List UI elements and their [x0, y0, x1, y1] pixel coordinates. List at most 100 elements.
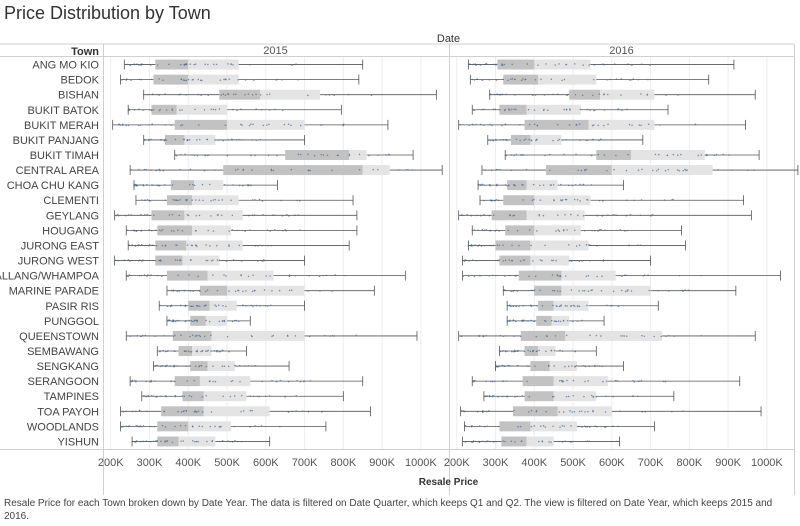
data-dot	[235, 139, 238, 141]
data-dot	[565, 139, 567, 141]
data-dot	[250, 365, 252, 367]
data-dot	[496, 93, 498, 95]
data-dot	[539, 289, 541, 292]
data-dot	[515, 305, 517, 308]
data-dot	[259, 305, 261, 307]
box-upper	[186, 240, 243, 251]
data-dot	[136, 425, 139, 427]
data-dot	[138, 64, 140, 66]
data-dot	[134, 63, 136, 66]
data-dot	[146, 410, 148, 413]
data-dot	[191, 244, 194, 247]
data-dot	[467, 275, 470, 277]
data-dot	[536, 305, 538, 307]
data-dot	[677, 94, 679, 96]
data-dot	[506, 395, 509, 397]
data-dot	[122, 425, 125, 428]
data-dot	[135, 410, 137, 413]
data-dot	[331, 169, 333, 172]
data-dot	[174, 380, 176, 383]
data-dot	[179, 304, 182, 307]
data-dot	[491, 380, 494, 383]
data-dot	[226, 93, 229, 95]
x-tick-label: 700K	[638, 457, 664, 469]
data-dot	[586, 440, 588, 442]
data-dot	[187, 139, 189, 142]
data-dot	[626, 108, 628, 110]
data-dot	[555, 320, 558, 323]
data-dot	[188, 395, 191, 397]
data-dot	[528, 229, 531, 231]
data-dot	[259, 244, 262, 247]
data-dot	[483, 184, 486, 186]
data-dot	[559, 426, 561, 428]
data-dot	[171, 108, 173, 110]
data-dot	[603, 154, 606, 156]
box-yishun-2015	[131, 436, 271, 447]
data-dot	[514, 78, 516, 80]
data-dot	[143, 274, 146, 276]
data-dot	[516, 350, 518, 352]
data-dot	[209, 425, 212, 428]
data-dot	[232, 64, 234, 66]
data-dot	[524, 138, 527, 141]
data-dot	[264, 395, 267, 397]
data-dot	[131, 380, 133, 383]
data-dot	[492, 63, 495, 66]
data-dot	[552, 304, 554, 307]
data-dot	[173, 230, 175, 232]
data-dot	[222, 320, 224, 322]
box-clementi-2016	[479, 195, 745, 206]
box-lower	[596, 150, 632, 160]
data-dot	[535, 409, 538, 412]
data-dot	[530, 319, 532, 322]
data-dot	[140, 78, 143, 81]
data-dot	[295, 63, 297, 66]
data-dot	[523, 139, 525, 141]
data-dot	[160, 440, 162, 442]
data-dot	[503, 63, 506, 66]
data-dot	[184, 424, 187, 427]
data-dot	[225, 275, 227, 277]
data-dot	[251, 214, 254, 216]
box-woodlands-2015	[120, 421, 327, 432]
data-dot	[617, 380, 619, 382]
data-dot	[562, 320, 565, 322]
data-dot	[482, 440, 484, 442]
data-dot	[257, 245, 259, 247]
box-lower	[174, 119, 228, 130]
data-dot	[578, 305, 581, 308]
data-dot	[232, 259, 235, 261]
data-dot	[566, 379, 568, 382]
data-dot	[567, 184, 570, 187]
data-dot	[612, 425, 615, 428]
data-dot	[154, 260, 157, 262]
data-dot	[488, 229, 491, 232]
data-dot	[274, 108, 276, 111]
data-dot	[152, 108, 155, 111]
data-dot	[179, 259, 182, 261]
data-dot	[552, 425, 554, 428]
data-dot	[713, 154, 716, 157]
data-dot	[154, 380, 156, 382]
data-dot	[212, 259, 214, 261]
data-dot	[614, 380, 617, 382]
data-dot	[206, 259, 209, 262]
data-dot	[584, 411, 586, 413]
data-dot	[466, 213, 468, 216]
data-dot	[602, 63, 604, 65]
data-dot	[116, 213, 119, 216]
data-dot	[269, 230, 271, 232]
data-dot	[138, 168, 140, 171]
data-dot	[201, 396, 203, 398]
data-dot	[252, 123, 254, 125]
data-dot	[231, 441, 234, 443]
data-dot	[607, 93, 609, 96]
data-dot	[588, 365, 591, 367]
data-dot	[471, 78, 474, 81]
data-dot	[537, 64, 539, 66]
data-dot	[473, 275, 476, 278]
data-dot	[482, 335, 484, 338]
data-dot	[532, 183, 535, 186]
data-dot	[592, 94, 594, 97]
